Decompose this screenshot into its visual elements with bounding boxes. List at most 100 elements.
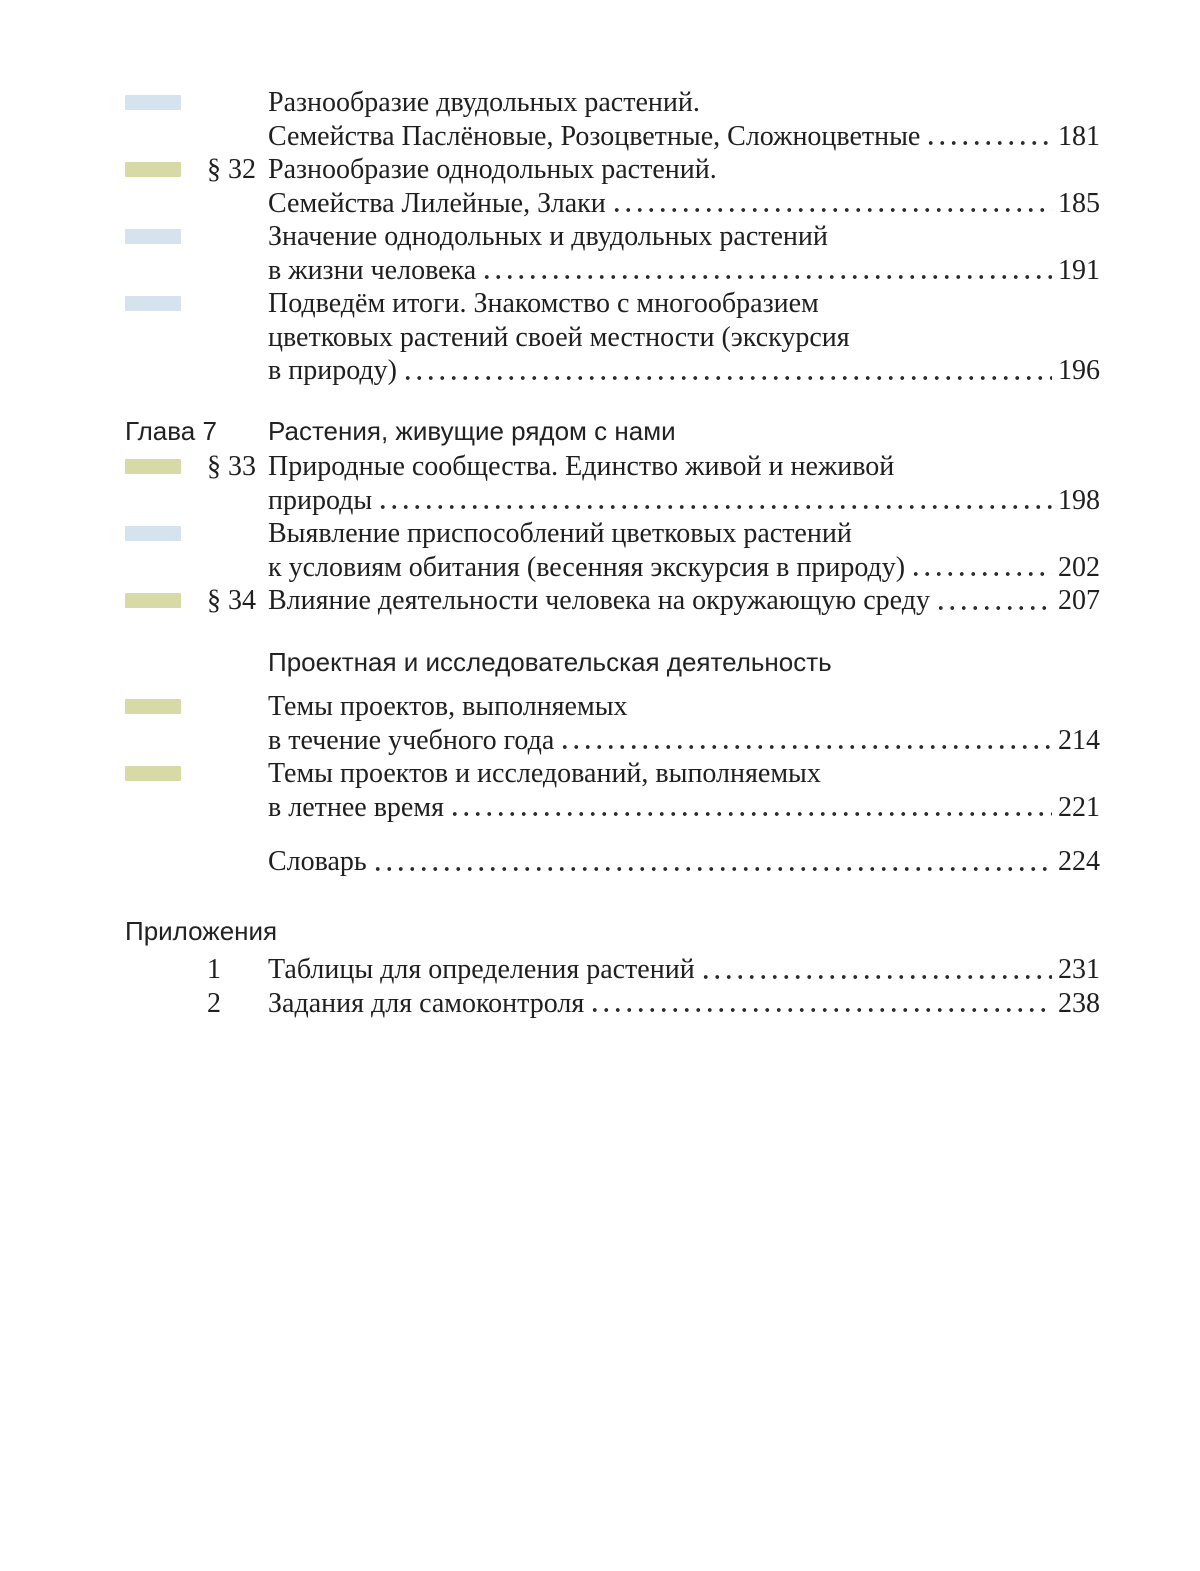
entry-line: в течение учебного года 214 [268,724,1100,758]
entry-line: в жизни человека 191 [268,254,1100,288]
entry-line-text: Задания для самоконтроля [268,987,585,1019]
blue-color-swatch [125,296,181,311]
entry-line-text: цветковых растений своей местности (экск… [268,321,850,353]
entry-lines: Словарь 224 [268,845,1100,879]
swatch-cell [125,757,181,824]
entry-label: § 32 [207,154,256,185]
blue-color-swatch [125,95,181,110]
entry-line-text: Темы проектов, выполняемых [268,691,628,722]
toc-entry-group: Разнообразие двудольных растений. Семейст… [125,86,1100,388]
entry-lines: Темы проектов и исследований, выполняемы… [268,757,1100,824]
chapter-heading: Глава 7 Растения, живущие рядом с нами [125,415,1100,449]
green-color-swatch [125,766,181,781]
toc-entry: § 32 Разнообразие однодольных растений. Се… [125,153,1100,220]
page-number: 185 [1058,187,1100,219]
swatch-cell [125,953,181,987]
dot-leader [401,371,1052,382]
entry-label: § 34 [207,585,256,616]
entry-line: в природу) 196 [268,354,1100,388]
entry-line-text: природы [268,484,373,516]
swatch-cell [125,287,181,388]
swatch-cell [125,845,181,879]
entry-lines: Подведём итоги. Знакомство с многообрази… [268,287,1100,388]
toc-entry: 2 Задания для самоконтроля 238 [125,987,1100,1021]
entry-line: Семейства Лилейные, Злаки 185 [268,187,1100,221]
entry-lines: Задания для самоконтроля 238 [268,987,1100,1021]
chapter-label: Глава 7 [125,415,217,446]
blue-color-swatch [125,526,181,541]
entry-line-text: к условиям обитания (весенняя экскурсия … [268,551,906,583]
section-heading: Проектная и исследовательская деятельнос… [268,646,832,677]
page-number: 198 [1058,484,1100,516]
entry-line: Разнообразие однодольных растений. [268,153,1100,187]
dot-leader [910,568,1052,578]
green-color-swatch [125,699,181,714]
page-number: 202 [1058,551,1100,583]
entry-line-text: в летнее время [268,791,444,823]
page-number: 214 [1058,724,1100,756]
entry-line-text: Семейства Паслёновые, Розоцветные, Сложн… [268,120,921,152]
toc-entry: Разнообразие двудольных растений. Семейст… [125,86,1100,153]
dot-leader [610,204,1052,214]
toc-entry: Значение однодольных и двудольных растен… [125,220,1100,287]
entry-line-text: в течение учебного года [268,724,555,756]
entry-line: Темы проектов и исследований, выполняемы… [268,757,1100,791]
toc: Разнообразие двудольных растений. Семейст… [125,86,1100,1020]
entry-line-text: Темы проектов и исследований, выполняемы… [268,758,821,789]
entry-lines: Влияние деятельности человека на окружаю… [268,584,1100,618]
entry-line: Влияние деятельности человека на окружаю… [268,584,1100,618]
entry-lines: Выявление приспособлений цветковых расте… [268,517,1100,584]
swatch-cell [125,517,181,584]
swatch-cell [125,153,181,220]
page-number: 224 [1058,846,1100,877]
entry-line: в летнее время 221 [268,791,1100,825]
entry-line: Подведём итоги. Знакомство с многообрази… [268,287,1100,321]
entry-lines: Таблицы для определения растений 231 [268,953,1100,987]
dot-leader [589,1004,1052,1014]
page-number: 231 [1058,954,1100,985]
entry-label [181,86,268,153]
entry-line-text: Выявление приспособлений цветковых расте… [268,518,852,549]
swatch-cell [125,450,181,517]
toc-entry-group: Словарь 224 [125,845,1100,879]
toc-entry-group: § 33 Природные сообщества. Единство живой… [125,450,1100,618]
page-number: 196 [1058,355,1100,386]
entry-line: природы 198 [268,484,1100,518]
dot-leader [371,862,1052,873]
entry-label [181,287,268,388]
toc-entry-group: 1 Таблицы для определения растений 231 2 Зад… [125,953,1100,1020]
blue-color-swatch [125,229,181,244]
entry-line: Природные сообщества. Единство живой и н… [268,450,1100,484]
entry-line-text: Разнообразие двудольных растений. [268,87,700,118]
page-number: 238 [1058,987,1100,1019]
toc-entry: 1 Таблицы для определения растений 231 [125,953,1100,987]
toc-entry-group: Темы проектов, выполняемых в течение учеб… [125,690,1100,824]
entry-label: 1 [207,954,221,985]
entry-label: § 33 [207,451,256,482]
dot-leader [934,601,1052,612]
toc-entry: Темы проектов, выполняемых в течение учеб… [125,690,1100,757]
entry-line-text: в природу) [268,355,397,386]
entry-line-text: Природные сообщества. Единство живой и н… [268,451,895,482]
entry-label [181,845,268,879]
entry-line: Темы проектов, выполняемых [268,690,1100,724]
page-number: 221 [1058,791,1100,823]
entry-line-text: Семейства Лилейные, Злаки [268,187,606,219]
swatch-cell [125,220,181,287]
green-color-swatch [125,162,181,177]
dot-leader [377,501,1052,511]
entry-line: Таблицы для определения растений 231 [268,953,1100,987]
toc-entry: § 34 Влияние деятельности человека на окр… [125,584,1100,618]
entry-line-text: Таблицы для определения растений [268,954,695,985]
entry-line-text: Разнообразие однодольных растений. [268,154,717,185]
entry-label [181,220,268,287]
entry-line: Выявление приспособлений цветковых расте… [268,517,1100,551]
dot-leader [699,970,1052,981]
dot-leader [481,271,1052,281]
entry-line-text: Подведём итоги. Знакомство с многообрази… [268,288,819,319]
entry-lines: Темы проектов, выполняемых в течение учеб… [268,690,1100,757]
entry-lines: Разнообразие однодольных растений. Семейс… [268,153,1100,220]
toc-entry: § 33 Природные сообщества. Единство живой… [125,450,1100,517]
entry-label [181,690,268,757]
